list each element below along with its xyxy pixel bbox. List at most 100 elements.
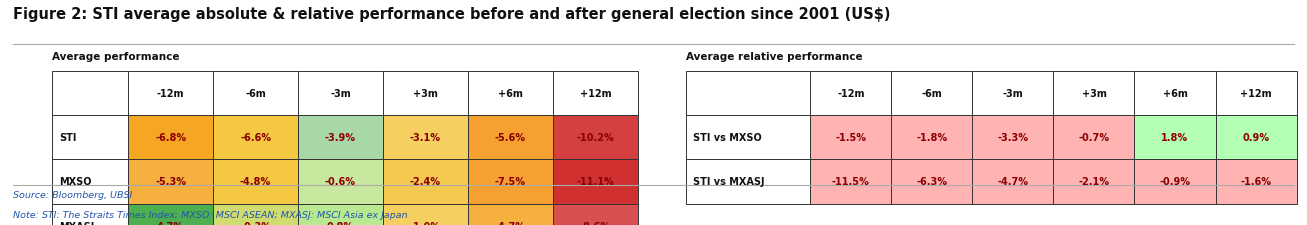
Text: Average performance: Average performance [52,52,180,62]
Text: 0.9%: 0.9% [1243,133,1269,143]
Bar [1216,116,1297,160]
Text: MXASJ: MXASJ [59,220,94,225]
Text: -5.3%: -5.3% [156,177,186,187]
Text: -2.1%: -2.1% [1078,177,1110,187]
Text: 1.8%: 1.8% [1162,133,1188,143]
Text: -11.5%: -11.5% [833,177,869,187]
Text: Source: Bloomberg, UBSI: Source: Bloomberg, UBSI [13,190,132,199]
Text: +6m: +6m [1162,89,1188,99]
Bar [298,72,383,116]
Text: -6.8%: -6.8% [156,133,186,143]
Bar [1216,72,1297,116]
Bar [553,72,638,116]
Bar [468,204,553,225]
Text: +12m: +12m [1240,89,1272,99]
Bar [128,72,213,116]
Bar [383,116,468,160]
Text: -1.5%: -1.5% [835,133,867,143]
Bar [1053,116,1134,160]
Bar [52,116,128,160]
Bar [52,204,128,225]
Bar [298,160,383,204]
Bar [686,72,810,116]
Bar [810,116,891,160]
Text: -2.4%: -2.4% [410,177,440,187]
Text: 4.7%: 4.7% [157,220,184,225]
Bar [383,204,468,225]
Bar [972,72,1053,116]
Text: -4.8%: -4.8% [240,177,271,187]
Bar [891,72,972,116]
Bar [1053,160,1134,204]
Text: STI vs MXSO: STI vs MXSO [693,133,762,143]
Bar [128,204,213,225]
Bar [686,160,810,204]
Bar [298,116,383,160]
Text: STI vs MXASJ: STI vs MXASJ [693,177,765,187]
Bar [972,116,1053,160]
Text: Note: STI: The Straits Times Index; MXSO: MSCI ASEAN; MXASJ: MSCI Asia ex Japan: Note: STI: The Straits Times Index; MXSO… [13,210,408,219]
Text: -0.9%: -0.9% [1159,177,1191,187]
Bar [686,116,810,160]
Bar [468,72,553,116]
Text: -10.2%: -10.2% [576,133,614,143]
Bar [972,160,1053,204]
Text: STI: STI [59,133,76,143]
Bar [1053,72,1134,116]
Bar [383,160,468,204]
Text: -4.7%: -4.7% [495,220,525,225]
Text: +3m: +3m [1081,89,1107,99]
Text: +12m: +12m [579,89,612,99]
Text: Figure 2: STI average absolute & relative performance before and after general e: Figure 2: STI average absolute & relativ… [13,7,890,22]
Text: -6m: -6m [246,89,265,99]
Text: Average relative performance: Average relative performance [686,52,863,62]
Text: -1.6%: -1.6% [1240,177,1272,187]
Bar [810,160,891,204]
Text: -6m: -6m [921,89,942,99]
Text: -8.6%: -8.6% [580,220,610,225]
Bar [553,204,638,225]
Bar [298,204,383,225]
Bar [553,160,638,204]
Text: -3.1%: -3.1% [410,133,440,143]
Text: -0.7%: -0.7% [1078,133,1110,143]
Text: -12m: -12m [836,89,865,99]
Bar [1216,160,1297,204]
Text: -3m: -3m [331,89,350,99]
Text: -3.9%: -3.9% [325,133,356,143]
Text: -3m: -3m [1002,89,1023,99]
Text: -3.3%: -3.3% [997,133,1029,143]
Text: -1.0%: -1.0% [410,220,440,225]
Text: +6m: +6m [498,89,523,99]
Bar [213,160,298,204]
Text: -6.6%: -6.6% [240,133,271,143]
Bar [810,72,891,116]
Bar [553,116,638,160]
Bar [1134,116,1216,160]
Bar [1134,160,1216,204]
Text: -1.8%: -1.8% [916,133,948,143]
Bar [213,116,298,160]
Bar [1134,72,1216,116]
Text: 0.8%: 0.8% [327,220,354,225]
Bar [383,72,468,116]
Bar [468,160,553,204]
Bar [891,160,972,204]
Text: -4.7%: -4.7% [997,177,1029,187]
Bar [213,204,298,225]
Bar [52,72,128,116]
Text: -0.3%: -0.3% [240,220,271,225]
Text: MXSO: MXSO [59,177,91,187]
Text: -6.3%: -6.3% [916,177,948,187]
Bar [213,72,298,116]
Bar [128,160,213,204]
Text: -12m: -12m [157,89,184,99]
Bar [891,116,972,160]
Text: -11.1%: -11.1% [576,177,614,187]
Text: -7.5%: -7.5% [495,177,525,187]
Bar [128,116,213,160]
Text: -0.6%: -0.6% [325,177,356,187]
Text: -5.6%: -5.6% [495,133,525,143]
Text: +3m: +3m [413,89,438,99]
Bar [52,160,128,204]
